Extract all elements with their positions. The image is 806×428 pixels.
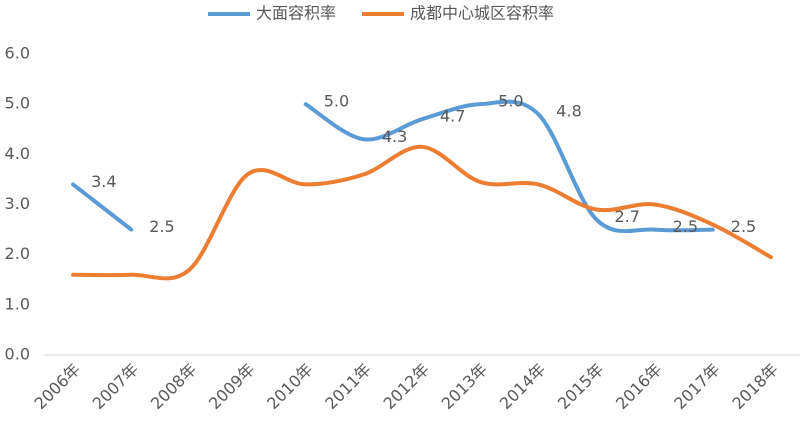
x-tick-label: 2014年 — [496, 360, 550, 414]
x-tick-label: 2007年 — [89, 360, 143, 414]
x-tick-label: 2008年 — [147, 360, 201, 414]
y-tick-label: 1.0 — [5, 294, 30, 313]
y-tick-label: 4.0 — [5, 144, 30, 163]
series-line — [71, 144, 773, 281]
x-tick-label: 2012年 — [379, 360, 433, 414]
data-label: 4.3 — [382, 127, 407, 146]
data-label: 2.7 — [614, 207, 639, 226]
data-label: 2.5 — [673, 217, 698, 236]
y-tick-label: 6.0 — [5, 44, 30, 63]
data-label: 2.5 — [149, 217, 174, 236]
data-label: 2.5 — [731, 217, 756, 236]
x-tick-label: 2009年 — [205, 360, 259, 414]
y-tick-label: 2.0 — [5, 244, 30, 263]
x-tick-label: 2017年 — [670, 360, 724, 414]
y-tick-label: 3.0 — [5, 194, 30, 213]
x-tick-label: 2010年 — [263, 360, 317, 414]
x-tick-label: 2018年 — [728, 360, 782, 414]
y-tick-label: 0.0 — [5, 345, 30, 364]
x-tick-label: 2013年 — [438, 360, 492, 414]
x-tick-label: 2016年 — [612, 360, 666, 414]
y-tick-label: 5.0 — [5, 94, 30, 113]
x-tick-label: 2011年 — [321, 360, 375, 414]
series-line — [303, 99, 715, 234]
data-label: 4.8 — [556, 102, 581, 121]
data-label: 5.0 — [498, 92, 523, 111]
legend-label: 大面容积率 — [256, 4, 336, 23]
data-label: 5.0 — [324, 92, 349, 111]
legend-label: 成都中心城区容积率 — [410, 4, 554, 23]
series-line — [71, 182, 134, 232]
x-tick-label: 2015年 — [554, 360, 608, 414]
data-label: 4.7 — [440, 107, 465, 126]
data-label: 3.4 — [91, 172, 116, 191]
x-tick-label: 2006年 — [31, 360, 85, 414]
